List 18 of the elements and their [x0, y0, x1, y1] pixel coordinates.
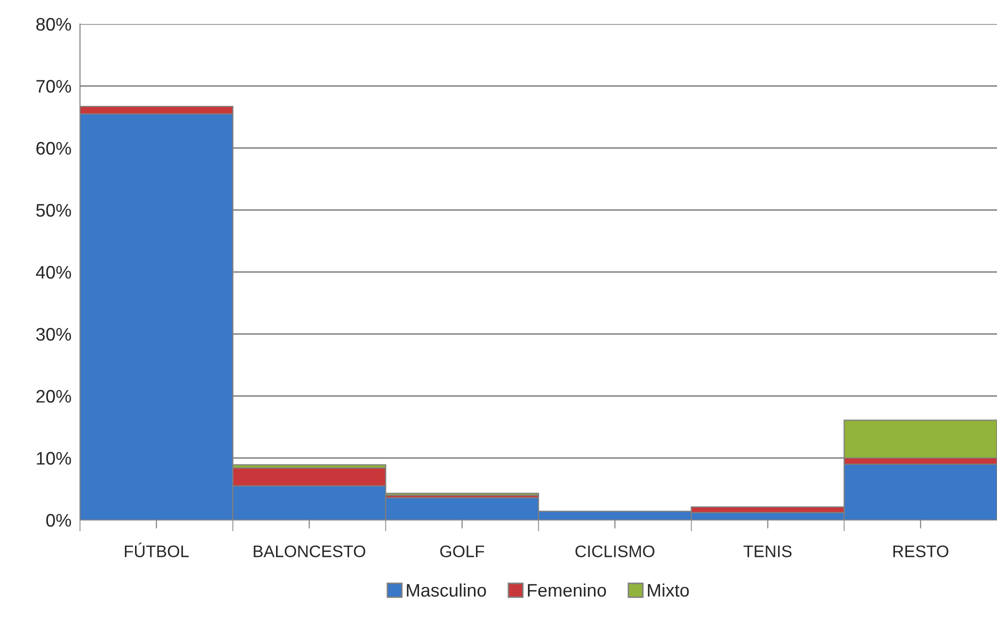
y-tick-label: 50%: [36, 204, 72, 217]
y-tick-label: 70%: [36, 80, 72, 93]
x-tick-label: CICLISMO: [575, 545, 654, 558]
x-tick-label: TENIS: [744, 545, 792, 558]
y-tick-label: 40%: [36, 266, 72, 279]
y-tick-label: 10%: [36, 452, 72, 465]
y-tick-label: 20%: [36, 390, 72, 403]
legend-label: Femenino: [528, 583, 606, 597]
y-tick-label: 30%: [36, 328, 72, 341]
y-tick-label: 60%: [36, 142, 72, 155]
x-tick-label: BALONCESTO: [254, 545, 366, 558]
legend-label: Mixto: [648, 583, 689, 597]
y-tick-label: 80%: [36, 18, 72, 31]
x-tick-label: GOLF: [440, 545, 484, 558]
y-tick-label: 0%: [46, 514, 72, 527]
x-tick-label: RESTO: [893, 545, 948, 558]
legend-label: Masculino: [406, 583, 486, 597]
x-tick-label: FÚTBOL: [124, 542, 189, 558]
